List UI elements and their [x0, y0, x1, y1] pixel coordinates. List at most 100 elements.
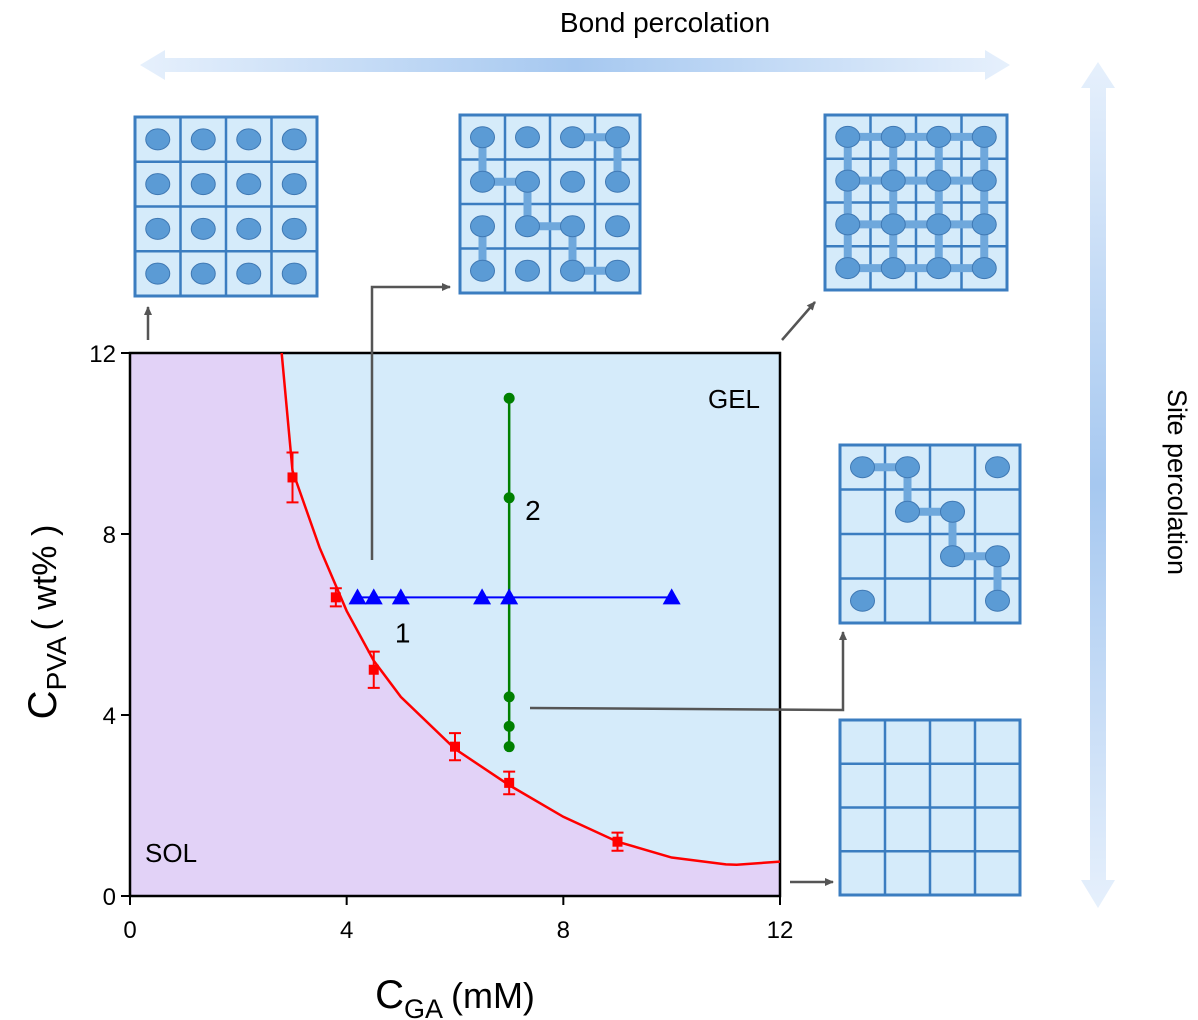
site [926, 125, 952, 148]
site [236, 128, 262, 151]
site [985, 456, 1010, 479]
data-point [391, 588, 410, 605]
site [940, 545, 965, 568]
site [560, 126, 585, 149]
site [895, 456, 920, 479]
fit-curve [280, 352, 781, 867]
site [145, 128, 171, 151]
site [236, 173, 262, 196]
site [926, 257, 952, 280]
x-tick-label: 0 [123, 917, 136, 944]
data-point [503, 492, 515, 504]
y-label-main: C [21, 690, 65, 719]
y-label-unit: ( wt% ) [26, 525, 64, 631]
sol-label: SOL [145, 838, 197, 868]
data-point [364, 588, 383, 605]
site [145, 262, 171, 285]
data-point [348, 588, 367, 605]
site [605, 170, 630, 193]
y-tick-label: 8 [103, 522, 116, 549]
data-point [287, 472, 298, 483]
site [835, 169, 861, 192]
site [985, 545, 1010, 568]
site [470, 259, 495, 282]
site [880, 169, 906, 192]
site [470, 126, 495, 149]
y-axis-label: CPVA ( wt% ) [21, 525, 72, 720]
lattice [838, 718, 1022, 897]
x-label-unit: (mM) [451, 975, 535, 1016]
site [281, 173, 307, 196]
site [605, 259, 630, 282]
site [895, 500, 920, 523]
data-point [612, 836, 623, 847]
site [850, 456, 875, 479]
y-tick-label: 12 [89, 341, 116, 368]
arrows [144, 283, 847, 886]
y-label-sub: PVA [41, 636, 72, 690]
site [515, 259, 540, 282]
site [605, 126, 630, 149]
site [971, 169, 997, 192]
site [560, 215, 585, 238]
site [145, 217, 171, 240]
site [236, 262, 262, 285]
series-label: 1 [395, 617, 411, 648]
data-point [503, 741, 515, 753]
site [560, 259, 585, 282]
site [971, 257, 997, 280]
y-tick-label: 0 [103, 884, 116, 911]
x-label-sub: GA [404, 994, 443, 1020]
data-point [368, 664, 379, 675]
x-tick-label: 4 [340, 917, 353, 944]
site [940, 500, 965, 523]
site [190, 217, 216, 240]
site [281, 217, 307, 240]
site [880, 125, 906, 148]
site [470, 170, 495, 193]
series-label: 2 [525, 495, 541, 526]
site [926, 213, 952, 236]
data-point [504, 777, 515, 788]
data-point [473, 588, 492, 605]
lattice [823, 113, 1009, 292]
lattice [838, 443, 1022, 625]
data-point [330, 592, 341, 603]
bond-arrow [140, 50, 1010, 80]
lattice [133, 115, 319, 298]
data-point [503, 720, 515, 732]
y-tick-label: 4 [103, 703, 116, 730]
lattice [458, 113, 642, 295]
data-point [500, 588, 519, 605]
site [880, 257, 906, 280]
site [985, 589, 1010, 612]
site [515, 170, 540, 193]
site [281, 128, 307, 151]
x-label-main: C [375, 973, 404, 1017]
plot-frame [128, 351, 782, 898]
site [880, 213, 906, 236]
site [926, 169, 952, 192]
site [971, 125, 997, 148]
site [236, 217, 262, 240]
site [835, 213, 861, 236]
site [605, 215, 630, 238]
site [515, 215, 540, 238]
data-point [662, 588, 681, 605]
site [190, 173, 216, 196]
site [835, 257, 861, 280]
data-point [503, 691, 515, 703]
gel-label: GEL [708, 384, 760, 414]
data-point [450, 741, 460, 752]
site-arrow [1081, 62, 1115, 908]
site [850, 589, 875, 612]
x-axis-label: CGA (mM) [375, 973, 535, 1020]
bond-label: Bond percolation [560, 7, 770, 38]
x-tick-label: 12 [767, 917, 794, 944]
site [515, 126, 540, 149]
x-tick-label: 8 [557, 917, 570, 944]
site [835, 125, 861, 148]
site [190, 262, 216, 285]
site [190, 128, 216, 151]
